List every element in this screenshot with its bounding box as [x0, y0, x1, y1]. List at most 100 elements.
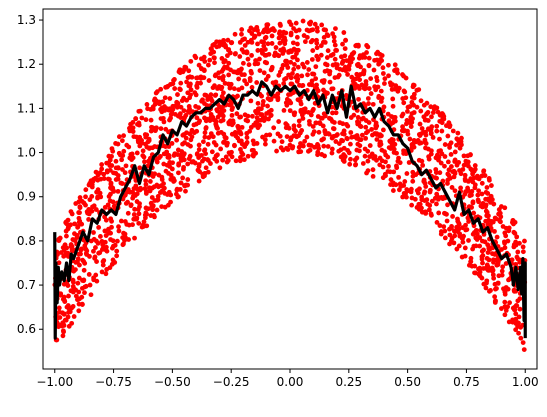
scatter-point: [316, 129, 322, 135]
scatter-point: [78, 251, 83, 257]
scatter-point: [481, 169, 486, 174]
scatter-point: [141, 154, 147, 160]
scatter-point: [520, 249, 526, 255]
scatter-point: [100, 262, 106, 268]
scatter-point: [57, 235, 63, 241]
scatter-point: [260, 99, 266, 104]
scatter-point: [203, 165, 209, 171]
scatter-point: [401, 190, 407, 196]
scatter-point: [485, 267, 491, 273]
scatter-point: [143, 182, 149, 187]
scatter-point: [99, 162, 105, 167]
scatter-point: [114, 253, 120, 259]
scatter-point: [248, 124, 254, 130]
scatter-point: [489, 183, 494, 188]
scatter-point: [308, 112, 314, 118]
scatter-point: [78, 247, 84, 253]
scatter-point: [220, 66, 226, 72]
scatter-point: [302, 39, 308, 45]
scatter-point: [424, 100, 430, 106]
scatter-point: [178, 104, 184, 110]
scatter-point: [249, 70, 254, 76]
scatter-point: [445, 202, 450, 208]
scatter-point: [409, 99, 415, 105]
scatter-point: [419, 126, 425, 131]
scatter-point: [341, 145, 347, 151]
scatter-point: [499, 268, 505, 274]
scatter-point: [497, 210, 503, 216]
scatter-point: [236, 87, 242, 93]
x-tick-label: −0.75: [95, 375, 132, 389]
scatter-point: [366, 63, 372, 69]
scatter-point: [379, 58, 385, 63]
scatter-point: [407, 136, 413, 142]
scatter-point: [404, 187, 410, 192]
scatter-point: [128, 125, 134, 131]
scatter-point: [157, 101, 162, 107]
scatter-point: [425, 201, 431, 207]
scatter-point: [318, 43, 324, 49]
scatter-point: [314, 40, 320, 46]
scatter-point: [217, 39, 223, 45]
scatter-point: [278, 47, 283, 53]
scatter-point: [437, 136, 442, 142]
scatter-point: [485, 250, 491, 255]
scatter-point: [239, 27, 245, 32]
scatter-point: [181, 108, 187, 114]
scatter-point: [358, 137, 364, 143]
scatter-point: [67, 309, 73, 314]
scatter-point: [493, 298, 498, 304]
scatter-point: [186, 104, 192, 109]
scatter-point: [163, 168, 169, 174]
scatter-point: [154, 89, 160, 95]
scatter-point: [116, 150, 122, 156]
scatter-point: [93, 245, 98, 250]
scatter-point: [363, 124, 369, 130]
scatter-point: [116, 134, 122, 140]
scatter-point: [284, 62, 290, 68]
scatter-point: [483, 285, 489, 291]
scatter-point: [216, 70, 222, 76]
scatter-point: [456, 220, 462, 226]
scatter-point: [315, 57, 321, 63]
scatter-point: [445, 133, 451, 139]
scatter-point: [452, 157, 458, 163]
scatter-point: [456, 160, 462, 165]
scatter-point: [305, 72, 310, 78]
scatter-point: [437, 118, 443, 124]
scatter-point: [302, 138, 308, 144]
scatter-point: [403, 75, 409, 81]
scatter-point: [254, 80, 260, 85]
scatter-point: [133, 116, 139, 122]
scatter-point: [232, 31, 238, 37]
scatter-point: [261, 70, 267, 76]
scatter-point: [434, 128, 440, 134]
scatter-point: [341, 128, 347, 134]
scatter-point: [123, 163, 129, 169]
scatter-point: [496, 207, 502, 212]
scatter-point: [461, 153, 467, 159]
scatter-point: [143, 178, 149, 184]
scatter-point: [82, 290, 87, 296]
scatter-point: [96, 250, 102, 256]
scatter-point: [293, 74, 299, 80]
scatter-point: [76, 301, 82, 307]
scatter-point: [202, 130, 208, 136]
scatter-point: [196, 178, 202, 184]
scatter-point: [520, 244, 526, 250]
scatter-point: [348, 141, 353, 147]
scatter-point: [170, 160, 175, 166]
scatter-point: [382, 81, 387, 86]
scatter-point: [130, 189, 135, 195]
scatter-point: [416, 132, 422, 137]
scatter-point: [93, 207, 99, 212]
scatter-point: [247, 78, 253, 84]
scatter-point: [235, 93, 240, 99]
scatter-point: [150, 207, 156, 213]
scatter-point: [306, 82, 312, 87]
scatter-point: [121, 133, 127, 139]
x-tick-label: 0.75: [453, 375, 480, 389]
scatter-point: [428, 211, 434, 217]
scatter-point: [248, 98, 254, 104]
